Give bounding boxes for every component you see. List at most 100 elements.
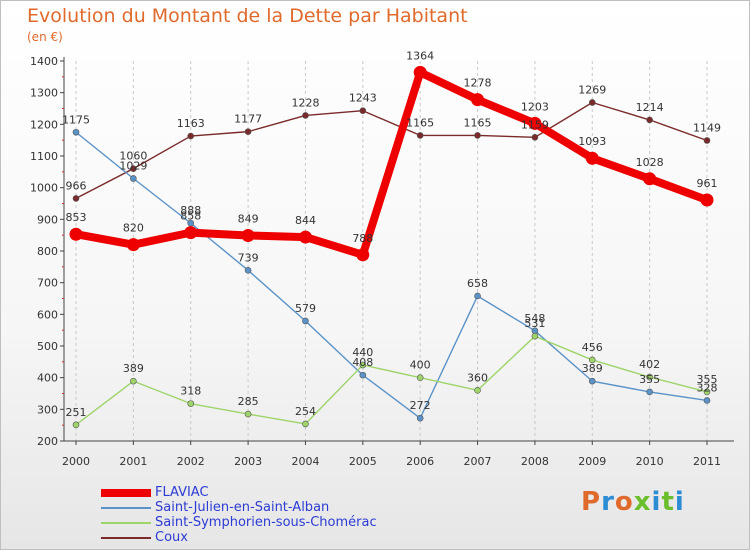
data-point [703, 137, 711, 144]
data-label: 820 [123, 222, 144, 235]
x-tick-label: 2009 [578, 455, 606, 468]
data-point [187, 132, 195, 140]
data-label: 328 [697, 381, 718, 394]
data-label: 402 [639, 358, 660, 371]
data-point [359, 371, 367, 379]
data-point [126, 238, 140, 252]
data-label: 1278 [464, 77, 492, 90]
legend-item: Saint-Julien-en-Saint-Alban [101, 500, 377, 515]
data-label: 408 [352, 356, 373, 369]
data-label: 853 [66, 211, 87, 224]
x-tick-label: 2006 [406, 455, 434, 468]
legend-label: FLAVIAC [155, 485, 209, 500]
data-label: 849 [238, 212, 259, 225]
y-tick-label: 1100 [30, 150, 58, 163]
data-point [588, 356, 596, 364]
data-label: 1228 [291, 96, 319, 109]
data-point [531, 332, 539, 340]
data-label: 858 [180, 210, 201, 223]
data-label: 285 [238, 395, 259, 408]
logo-letter: i [674, 487, 685, 517]
data-label: 658 [467, 277, 488, 290]
data-label: 355 [639, 373, 660, 386]
data-point [588, 377, 596, 385]
x-tick-label: 2000 [62, 455, 90, 468]
x-tick-label: 2002 [177, 455, 205, 468]
data-point [298, 230, 312, 244]
data-point [72, 128, 80, 136]
x-tick-label: 2001 [119, 455, 147, 468]
legend-label: Saint-Symphorien-sous-Chomérac [155, 515, 377, 530]
data-point [72, 195, 80, 202]
data-point [588, 99, 596, 106]
data-label: 389 [582, 362, 603, 375]
data-point [302, 420, 309, 428]
data-point [130, 377, 137, 385]
data-label: 456 [582, 341, 603, 354]
data-point [356, 248, 370, 262]
x-tick-label: 2003 [234, 455, 262, 468]
data-point [69, 227, 83, 241]
data-point [244, 267, 252, 274]
data-label: 1177 [234, 113, 262, 126]
data-point [416, 414, 424, 422]
data-label: 1165 [464, 116, 492, 129]
data-label: 1165 [406, 116, 434, 129]
y-tick-label: 400 [37, 372, 58, 385]
data-label: 961 [697, 177, 718, 190]
data-point [646, 373, 653, 381]
legend-label: Saint-Julien-en-Saint-Alban [155, 500, 330, 515]
data-point [359, 107, 367, 115]
data-label: 1175 [62, 113, 90, 126]
chart-unit-label: (en €) [27, 30, 63, 44]
legend-item: Saint-Symphorien-sous-Chomérac [101, 515, 377, 530]
y-tick-label: 1400 [30, 55, 58, 68]
data-label: 531 [524, 317, 545, 330]
data-label: 1093 [578, 135, 606, 148]
logo-letter: o [614, 487, 634, 517]
data-point [646, 116, 653, 124]
chart-title: Evolution du Montant de la Dette par Hab… [27, 5, 468, 27]
legend-swatch [101, 521, 151, 524]
data-label: 1028 [636, 156, 664, 169]
y-tick-label: 1200 [30, 118, 58, 131]
data-label: 318 [180, 385, 201, 398]
data-label: 1364 [406, 49, 434, 62]
data-point [130, 165, 137, 172]
data-label: 360 [467, 371, 488, 384]
data-point [244, 128, 252, 135]
data-label: 1159 [521, 118, 549, 131]
series-line [72, 68, 711, 259]
data-point [474, 387, 481, 394]
data-label: 400 [410, 359, 431, 372]
data-point [416, 374, 424, 381]
data-label: 1149 [693, 121, 721, 134]
data-point [359, 361, 367, 369]
logo-letter: P [581, 487, 602, 517]
y-tick-label: 700 [37, 277, 58, 290]
x-tick-label: 2010 [636, 455, 664, 468]
x-tick-label: 2008 [521, 455, 549, 468]
y-tick-label: 1300 [30, 87, 58, 100]
logo-letter: r [601, 487, 615, 517]
data-point [130, 175, 137, 182]
data-point [703, 388, 711, 396]
data-point [585, 151, 599, 165]
data-point [302, 317, 309, 325]
data-label: 739 [238, 251, 259, 264]
data-label: 272 [410, 399, 431, 412]
data-label: 251 [66, 406, 87, 419]
data-label: 548 [524, 312, 545, 325]
y-tick-label: 800 [37, 245, 58, 258]
data-label: 579 [295, 302, 316, 315]
data-label: 1060 [119, 150, 147, 163]
legend-item: FLAVIAC [101, 485, 377, 500]
data-label: 1029 [119, 159, 147, 172]
data-label: 440 [352, 346, 373, 359]
legend-swatch [101, 506, 151, 509]
data-label: 254 [295, 405, 316, 418]
y-tick-label: 600 [37, 308, 58, 321]
data-point [244, 410, 252, 418]
data-label: 1203 [521, 100, 549, 113]
